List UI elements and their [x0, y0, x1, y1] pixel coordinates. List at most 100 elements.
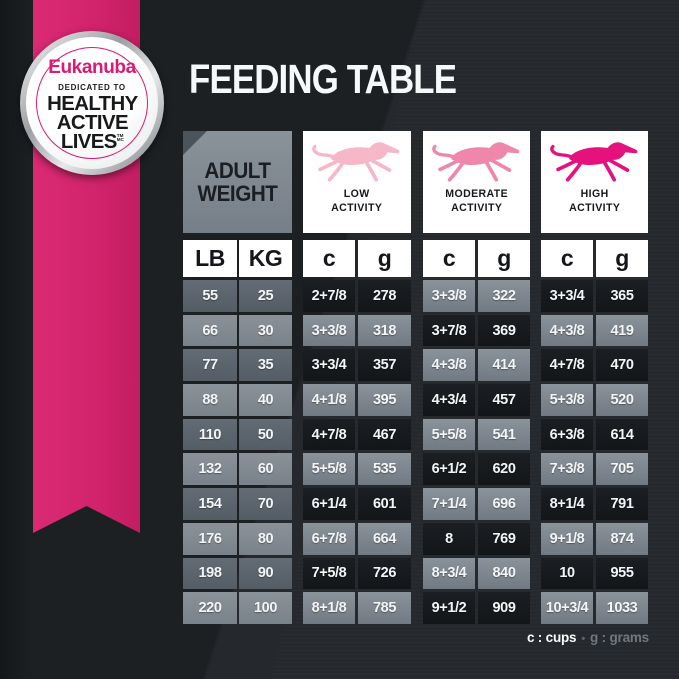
- running-dog-icon: [549, 142, 637, 182]
- table-cell: 90: [239, 557, 292, 590]
- table-cell: 154: [183, 488, 237, 520]
- table-cell: 7+5/8: [303, 557, 355, 590]
- table-cell: 535: [358, 453, 411, 486]
- table-cell: 55: [183, 280, 237, 312]
- table-row: 198 90 7+5/8 726 8+3/4 840 10 955: [183, 557, 649, 590]
- feeding-table: ADULT WEIGHT LOW ACTIVITY: [183, 131, 649, 645]
- table-cell: 278: [358, 280, 411, 312]
- table-cell: 50: [239, 418, 292, 451]
- moderate-activity-label: MODERATE ACTIVITY: [445, 188, 508, 214]
- table-cell: 6+1/4: [303, 488, 355, 520]
- table-cell: 25: [239, 280, 292, 312]
- table-cell: 322: [478, 280, 530, 312]
- table-cell: 1033: [596, 592, 648, 624]
- table-cell: 8+1/8: [303, 592, 355, 624]
- table-cell: 6+3/8: [541, 418, 593, 451]
- table-row: 154 70 6+1/4 601 7+1/4 696 8+1/4 791: [183, 488, 649, 520]
- table-cell: 3+7/8: [423, 314, 475, 347]
- table-row: 77 35 3+3/4 357 4+3/8 414 4+7/8 470: [183, 349, 649, 382]
- badge-headline: HEALTHY ACTIVE LIVESTM MC: [46, 92, 138, 153]
- trademark-symbol: TM MC: [116, 132, 124, 142]
- brand-badge-face: Eukanuba DEDICATED TO HEALTHY ACTIVE LIV…: [26, 37, 158, 169]
- running-dog-icon: [431, 142, 519, 182]
- table-cell: 664: [358, 522, 411, 555]
- table-cell: 6+7/8: [303, 522, 355, 555]
- table-cell: 66: [183, 314, 237, 347]
- legend-cups: c : cups: [526, 629, 577, 645]
- table-row: 220 100 8+1/8 785 9+1/2 909 10+3/4 1033: [183, 592, 649, 624]
- table-cell: 88: [183, 384, 237, 416]
- table-cell: 132: [183, 453, 237, 486]
- badge-headline-line1: HEALTHY: [46, 92, 138, 115]
- table-cell: 4+3/8: [423, 349, 475, 382]
- table-cell: 5+5/8: [423, 418, 475, 451]
- table-cell: 414: [478, 349, 530, 382]
- table-cell: 840: [478, 557, 530, 590]
- table-cell: 7+1/4: [423, 488, 475, 520]
- table-cell: 955: [596, 557, 648, 590]
- unit-header-cell: g: [478, 240, 530, 277]
- table-row: 55 25 2+7/8 278 3+3/8 322 3+3/4 365: [183, 280, 649, 312]
- table-cell: 100: [239, 592, 292, 624]
- table-cell: 35: [239, 349, 292, 382]
- table-cell: 4+1/8: [303, 384, 355, 416]
- unit-header-cell: g: [358, 240, 411, 277]
- table-cell: 9+1/2: [423, 592, 475, 624]
- badge-headline-line3: LIVESTM MC: [60, 130, 124, 153]
- adult-weight-header: ADULT WEIGHT: [183, 131, 292, 233]
- table-cell: 620: [478, 453, 530, 486]
- table-cell: 4+7/8: [541, 349, 593, 382]
- table-cell: 2+7/8: [303, 280, 355, 312]
- table-cell: 80: [239, 522, 292, 555]
- table-cell: 601: [358, 488, 411, 520]
- high-activity-header: HIGH ACTIVITY: [541, 131, 648, 233]
- table-cell: 726: [358, 557, 411, 590]
- badge-tagline: DEDICATED TO: [58, 82, 126, 92]
- table-cell: 40: [239, 384, 292, 416]
- table-cell: 357: [358, 349, 411, 382]
- table-cell: 467: [358, 418, 411, 451]
- table-cell: 7+3/8: [541, 453, 593, 486]
- adult-weight-label: ADULT WEIGHT: [197, 157, 278, 206]
- table-cell: 614: [596, 418, 648, 451]
- table-cell: 874: [596, 522, 648, 555]
- badge-headline-line2: ACTIVE: [56, 111, 128, 134]
- table-cell: 4+3/8: [541, 314, 593, 347]
- table-cell: 3+3/8: [423, 280, 475, 312]
- table-cell: 457: [478, 384, 530, 416]
- table-cell: 785: [358, 592, 411, 624]
- table-cell: 318: [358, 314, 411, 347]
- table-cell: 6+1/2: [423, 453, 475, 486]
- table-cell: 3+3/4: [303, 349, 355, 382]
- table-cell: 696: [478, 488, 530, 520]
- unit-header-cell: c: [423, 240, 475, 277]
- table-cell: 176: [183, 522, 237, 555]
- low-activity-header: LOW ACTIVITY: [303, 131, 411, 233]
- table-cell: 30: [239, 314, 292, 347]
- table-cell: 8: [423, 522, 475, 555]
- table-cell: 909: [478, 592, 530, 624]
- units-header-row: LB KG c g c g c g: [183, 240, 649, 277]
- table-cell: 791: [596, 488, 648, 520]
- high-activity-label: HIGH ACTIVITY: [568, 188, 621, 214]
- table-body: 55 25 2+7/8 278 3+3/8 322 3+3/4 365 66 30 3+3/8 318…: [183, 280, 649, 624]
- units-legend: c : cups • g : grams: [183, 630, 649, 645]
- table-cell: 541: [478, 418, 530, 451]
- low-activity-label: LOW ACTIVITY: [331, 188, 383, 214]
- unit-header-cell: g: [596, 240, 648, 277]
- table-cell: 60: [239, 453, 292, 486]
- table-cell: 220: [183, 592, 237, 624]
- adult-weight-header-face: ADULT WEIGHT: [183, 131, 292, 233]
- unit-header-cell: c: [541, 240, 593, 277]
- table-cell: 365: [596, 280, 648, 312]
- brand-logo: Eukanuba: [48, 56, 136, 78]
- table-cell: 769: [478, 522, 530, 555]
- unit-header-cell: LB: [183, 240, 237, 277]
- table-cell: 10: [541, 557, 593, 590]
- table-cell: 198: [183, 557, 237, 590]
- table-cell: 10+3/4: [541, 592, 593, 624]
- table-row: 110 50 4+7/8 467 5+5/8 541 6+3/8 614: [183, 418, 649, 451]
- table-cell: 419: [596, 314, 648, 347]
- table-cell: 5+3/8: [541, 384, 593, 416]
